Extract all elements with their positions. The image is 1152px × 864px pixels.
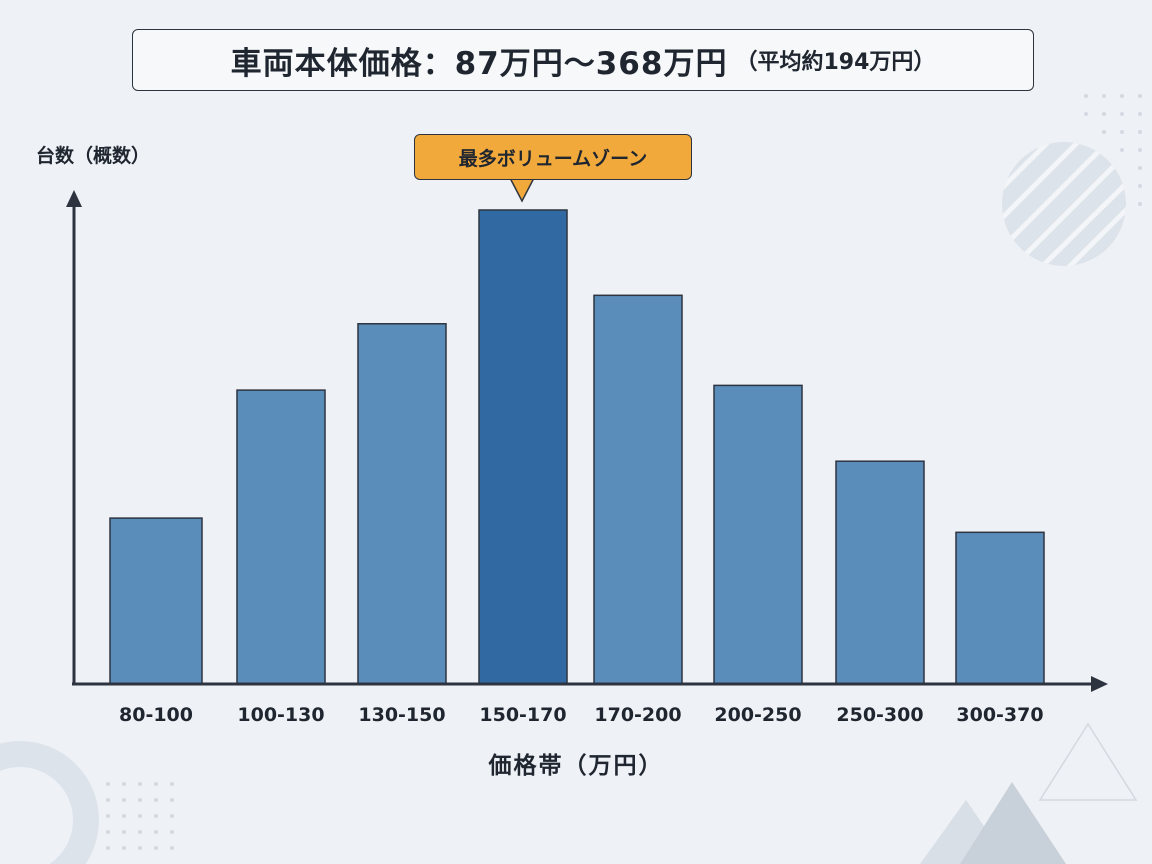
bar-80-100 xyxy=(109,517,203,685)
x-axis-arrow xyxy=(1091,676,1108,692)
y-axis-label: 台数（概数） xyxy=(36,145,151,167)
bar-250-300 xyxy=(835,460,925,685)
callout-pointer xyxy=(508,177,536,203)
x-tick-label: 300-370 xyxy=(956,704,1043,726)
bar-150-170 xyxy=(478,209,568,685)
volume-zone-callout: 最多ボリュームゾーン xyxy=(414,134,692,180)
chart-title: 車両本体価格：87万円～368万円 （平均約194万円） xyxy=(132,29,1034,91)
x-tick-label: 150-170 xyxy=(479,704,566,726)
bar-170-200 xyxy=(593,294,683,685)
x-tick-label: 250-300 xyxy=(836,704,923,726)
x-tick-label: 100-130 xyxy=(237,704,324,726)
chart-title-subtitle: （平均約194万円） xyxy=(735,50,936,75)
x-tick-label: 170-200 xyxy=(594,704,681,726)
x-axis-label: 価格帯（万円） xyxy=(488,753,664,779)
bar-100-130 xyxy=(236,389,326,685)
bar-200-250 xyxy=(713,384,803,685)
y-axis-arrow xyxy=(66,190,82,207)
x-tick-label: 130-150 xyxy=(358,704,445,726)
bar-300-370 xyxy=(955,531,1045,685)
chart-title-main: 車両本体価格：87万円～368万円 xyxy=(230,45,728,82)
bar-130-150 xyxy=(357,323,447,685)
x-tick-label: 200-250 xyxy=(714,704,801,726)
x-tick-label: 80-100 xyxy=(119,704,193,726)
